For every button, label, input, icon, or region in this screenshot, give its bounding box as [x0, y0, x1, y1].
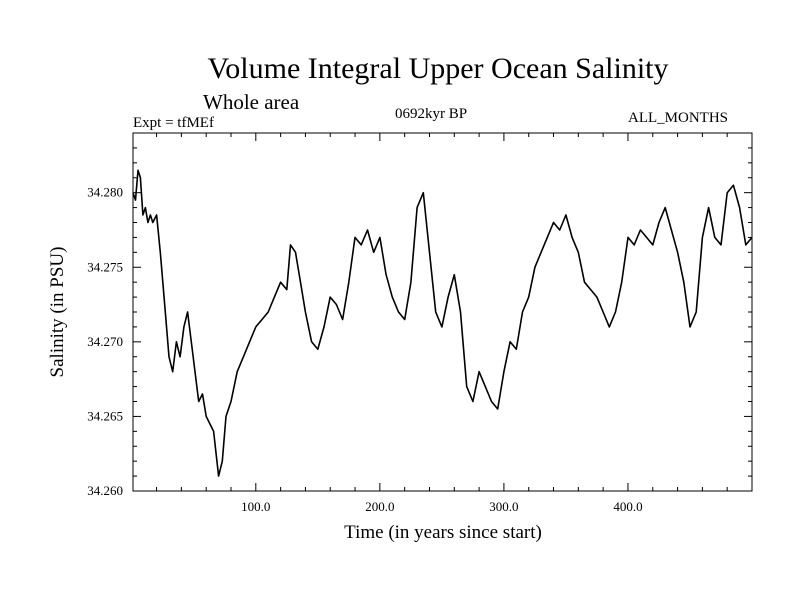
chart-title: Volume Integral Upper Ocean Salinity	[207, 52, 669, 85]
x-axis-label: Time (in years since start)	[344, 522, 542, 543]
y-tick-label: 34.270	[87, 334, 123, 349]
salinity-series-line	[132, 169, 753, 477]
y-axis-label: Salinity (in PSU)	[47, 247, 68, 378]
period-label: 0692kyr BP	[395, 106, 468, 122]
y-tick-label: 34.260	[87, 483, 123, 498]
months-label: ALL_MONTHS	[628, 110, 728, 126]
tick-labels: 100.0 200.0 300.0 400.0 34.260 34.265 34.270 34…	[87, 185, 642, 514]
experiment-label: Expt = tfMEf	[133, 115, 214, 131]
x-tick-label: 300.0	[489, 499, 518, 514]
y-tick-label: 34.275	[87, 259, 123, 274]
plot-frame	[132, 132, 753, 492]
chart-subtitle: Whole area	[203, 90, 300, 114]
x-tick-label: 100.0	[241, 499, 270, 514]
x-tick-label: 200.0	[365, 499, 394, 514]
y-tick-label: 34.280	[87, 185, 123, 200]
y-tick-label: 34.265	[87, 408, 123, 423]
axis-ticks	[133, 133, 752, 492]
x-tick-label: 400.0	[613, 499, 642, 514]
